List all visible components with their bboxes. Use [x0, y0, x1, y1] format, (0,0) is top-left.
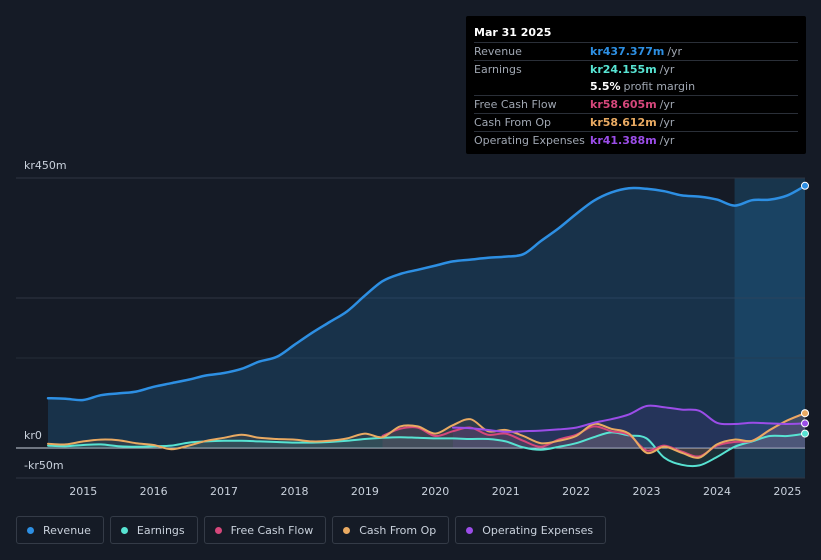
- legend-label: Operating Expenses: [482, 523, 594, 537]
- x-axis-label: 2016: [140, 485, 168, 498]
- legend-item-earnings[interactable]: Earnings: [109, 516, 198, 544]
- tooltip-label: Revenue: [474, 45, 522, 58]
- x-axis-label: 2023: [633, 485, 661, 498]
- tooltip-label: Free Cash Flow: [474, 98, 557, 111]
- tooltip-label: Earnings: [474, 63, 522, 76]
- x-axis-label: 2020: [421, 485, 449, 498]
- tooltip-unit: profit margin: [623, 80, 696, 93]
- tooltip-row-revenue: Revenue kr437.377m /yr: [474, 42, 798, 60]
- operating-expenses-area: [452, 405, 805, 448]
- legend-item-free-cash-flow[interactable]: Free Cash Flow: [203, 516, 327, 544]
- tooltip-row-cash-from-op: Cash From Op kr58.612m /yr: [474, 113, 798, 131]
- x-axis-label: 2017: [210, 485, 238, 498]
- legend-item-revenue[interactable]: Revenue: [16, 516, 104, 544]
- x-axis-label: 2019: [351, 485, 379, 498]
- free-cash-flow-area: [382, 413, 805, 457]
- cash-from-op-line: [47, 412, 806, 459]
- revenue-line: [46, 184, 807, 402]
- cash-from-op-end-marker: [801, 409, 809, 418]
- tooltip-value: 5.5%: [590, 80, 621, 93]
- tooltip-unit: /yr: [659, 98, 675, 111]
- legend-label: Earnings: [136, 523, 185, 537]
- legend-dot-icon: [214, 526, 222, 534]
- tooltip-row-profit-margin: 5.5% profit margin: [474, 78, 798, 95]
- legend-label: Free Cash Flow: [230, 523, 314, 537]
- legend-label: Revenue: [43, 523, 91, 537]
- y-axis-labels: kr450m kr0 -kr50m: [24, 159, 67, 472]
- forecast-highlight-region: [734, 178, 805, 478]
- tooltip-value: kr58.612m: [590, 116, 657, 129]
- x-axis-label: 2025: [773, 485, 801, 498]
- y-axis-label: -kr50m: [24, 459, 64, 472]
- tooltip-label: Cash From Op: [474, 116, 552, 129]
- series-lines: [46, 184, 807, 468]
- tooltip-label: Operating Expenses: [474, 134, 585, 147]
- chart-legend: Revenue Earnings Free Cash Flow Cash Fro…: [16, 516, 607, 544]
- legend-dot-icon: [343, 526, 351, 534]
- legend-dot-icon: [120, 526, 128, 534]
- legend-item-cash-from-op[interactable]: Cash From Op: [332, 516, 450, 544]
- tooltip-unit: /yr: [659, 116, 675, 129]
- legend-item-operating-expenses[interactable]: Operating Expenses: [455, 516, 607, 544]
- x-axis-label: 2015: [69, 485, 97, 498]
- revenue-area: [48, 185, 805, 467]
- legend-label: Cash From Op: [359, 523, 437, 537]
- tooltip-unit: /yr: [659, 134, 675, 147]
- revenue-end-marker: [801, 181, 809, 190]
- tooltip-value: kr24.155m: [590, 63, 657, 76]
- cash-from-op-area: [48, 413, 805, 458]
- legend-dot-icon: [466, 526, 474, 534]
- y-axis-label: kr450m: [24, 159, 67, 172]
- data-tooltip: Mar 31 2025 Revenue kr437.377m /yr Earni…: [466, 16, 806, 154]
- tooltip-value: kr58.605m: [590, 98, 657, 111]
- x-axis-label: 2018: [280, 485, 308, 498]
- revenue-area: [48, 185, 805, 449]
- x-axis-label: 2022: [562, 485, 590, 498]
- earnings-end-marker: [801, 429, 809, 438]
- free-cash-flow-line: [381, 412, 806, 458]
- tooltip-row-operating-expenses: Operating Expenses kr41.388m /yr: [474, 131, 798, 149]
- tooltip-label: [474, 78, 590, 95]
- x-axis-label: 2024: [703, 485, 731, 498]
- x-axis-label: 2021: [492, 485, 520, 498]
- tooltip-unit: /yr: [667, 45, 683, 58]
- operating-expenses-line: [451, 404, 806, 433]
- operating-expenses-end-marker: [801, 419, 809, 428]
- tooltip-row-earnings: Earnings kr24.155m /yr: [474, 60, 798, 78]
- x-axis-labels: 2015 2016 2017 2018 2019 2020 2021 2022 2023 2024…: [69, 485, 801, 498]
- tooltip-value: kr41.388m: [590, 134, 657, 147]
- legend-dot-icon: [27, 526, 34, 534]
- tooltip-unit: /yr: [659, 63, 675, 76]
- tooltip-date: Mar 31 2025: [474, 26, 552, 39]
- tooltip-row-free-cash-flow: Free Cash Flow kr58.605m /yr: [474, 95, 798, 113]
- earnings-line: [47, 431, 806, 468]
- y-axis-label: kr0: [24, 429, 42, 442]
- tooltip-value: kr437.377m: [590, 45, 665, 58]
- series-end-markers: [801, 181, 809, 438]
